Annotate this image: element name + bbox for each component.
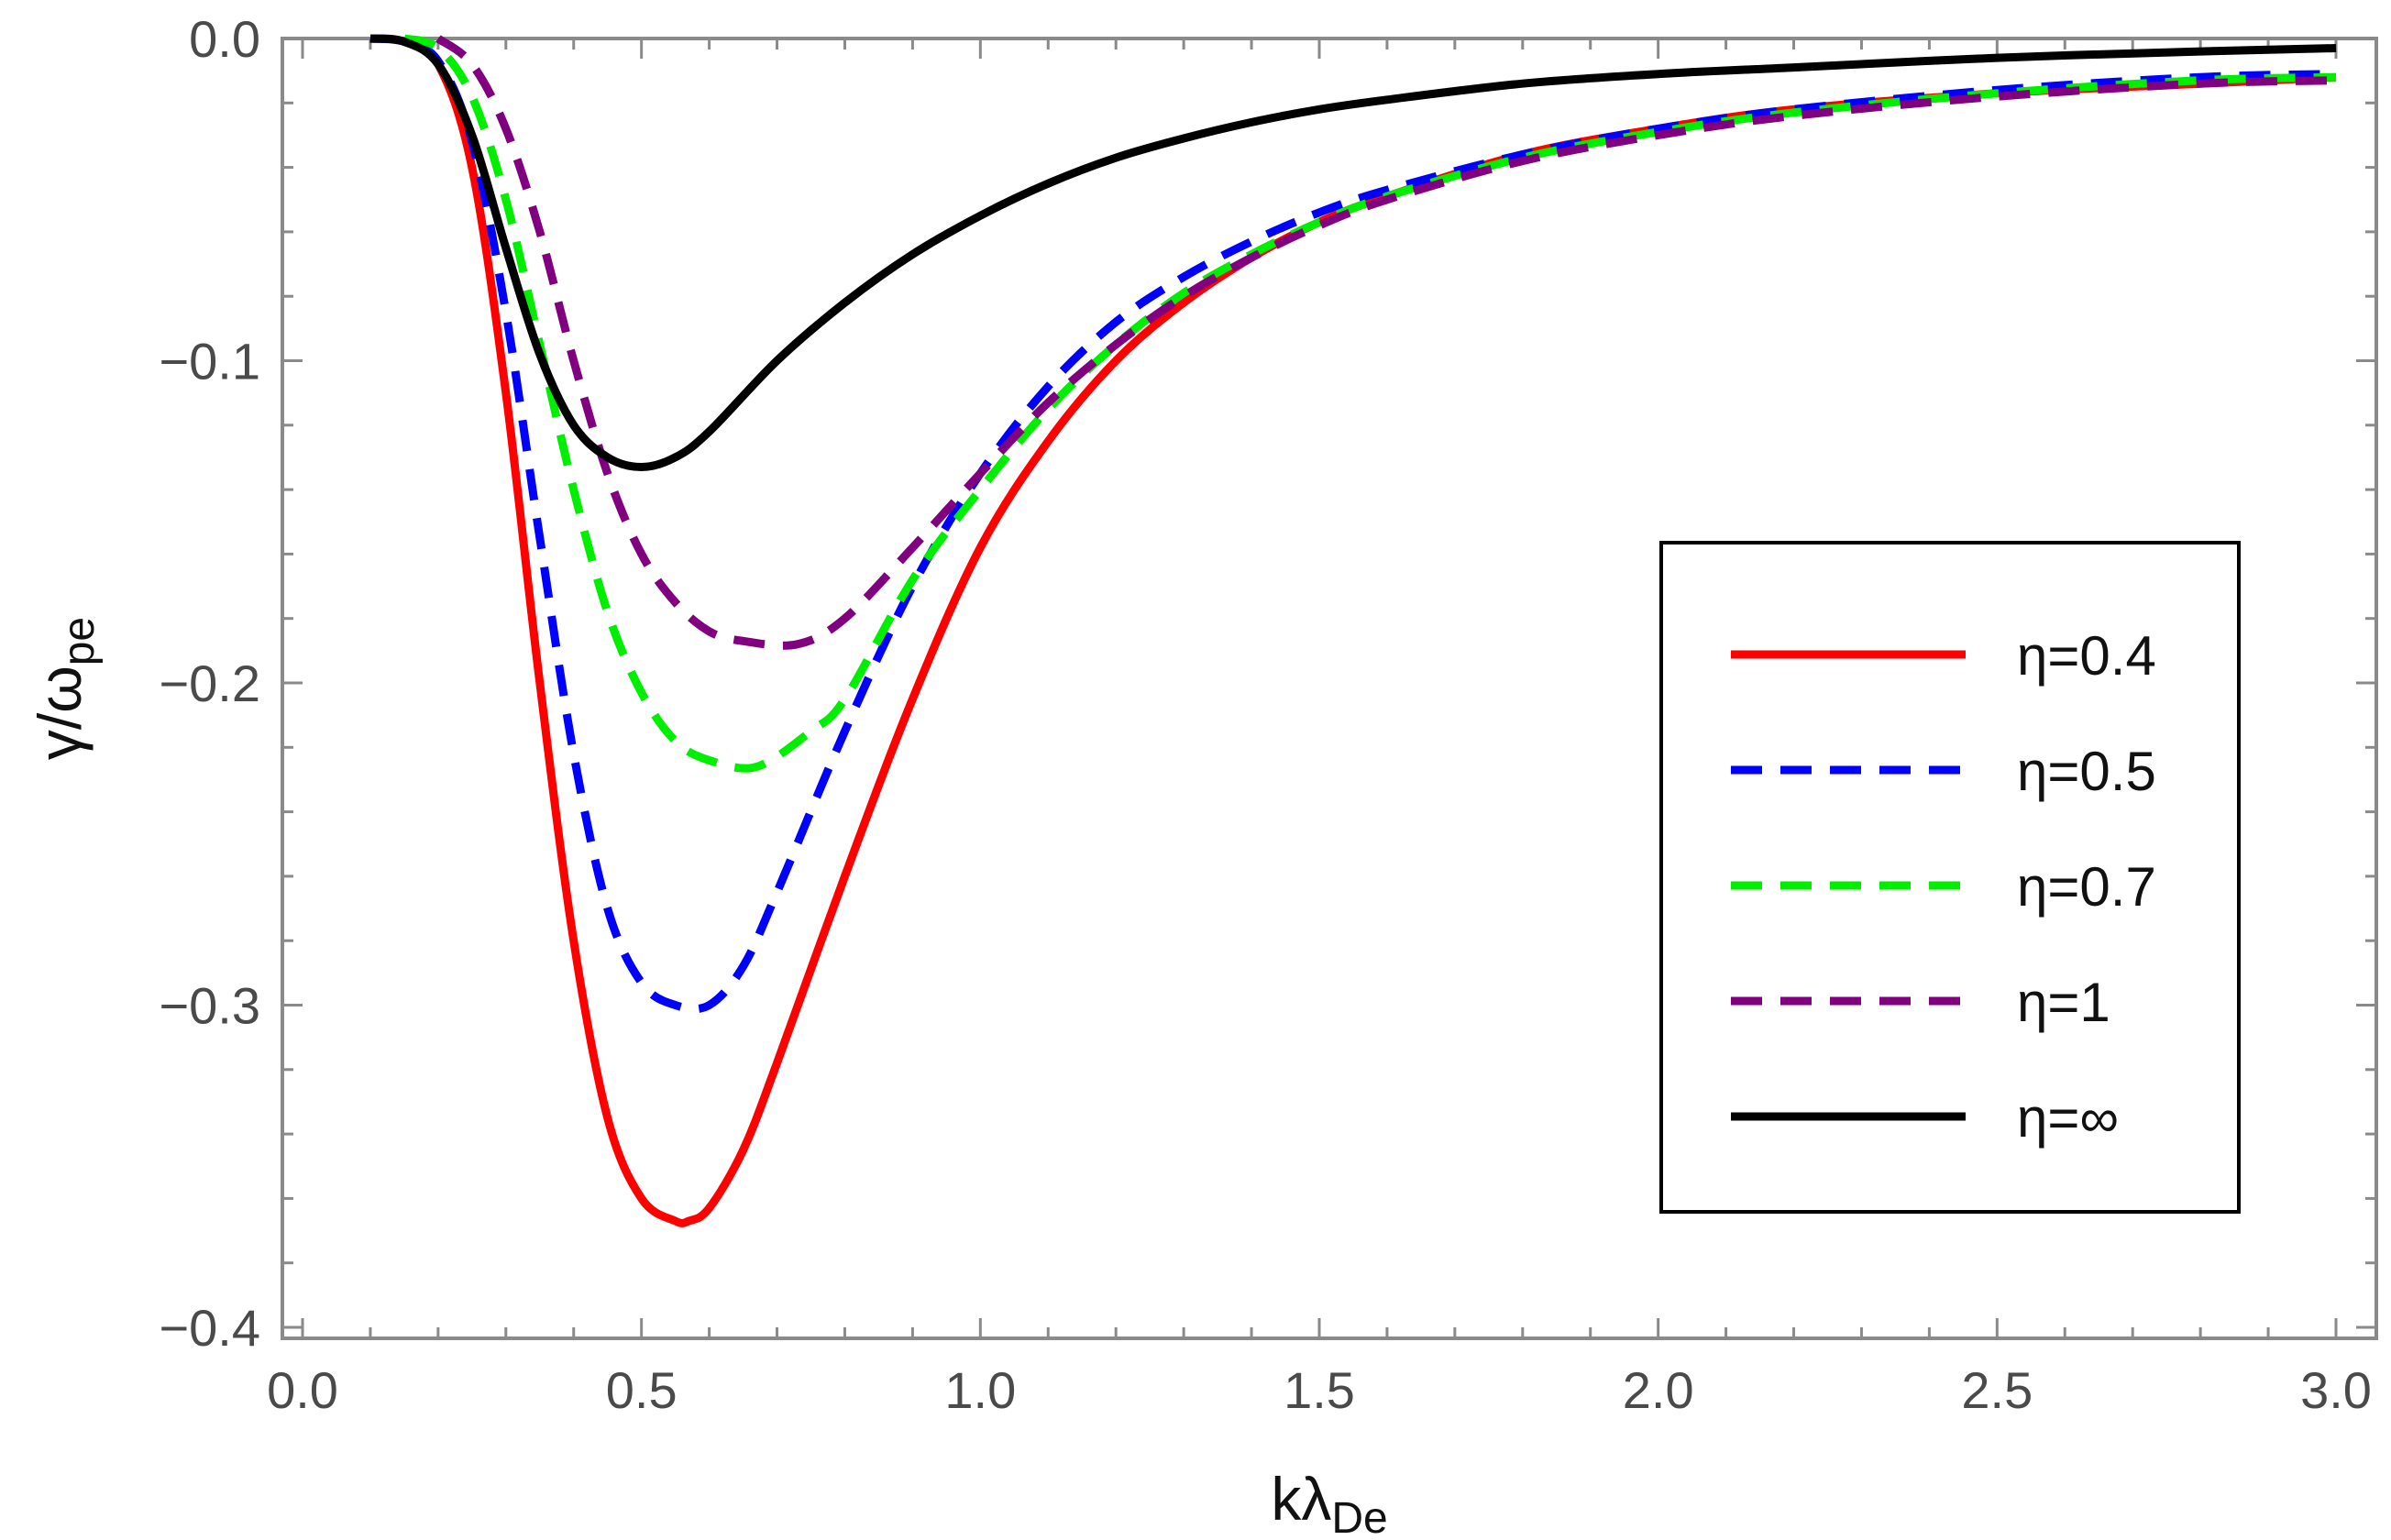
legend-label: η=0.7 [2017,856,2156,918]
series-line-4 [435,35,2337,650]
axis-ticks: 0.0 0.5 1.0 1.5 2.0 2.5 3.0 0.0 −0.1 −0.2 −0.3 −0.4 [159,10,2376,1419]
legend-label: η=0.5 [2017,741,2156,802]
y-axis-title: γ/ωpe [26,617,104,760]
x-tick-label: 2.5 [1961,1361,2033,1419]
y-tick-label: −0.2 [159,654,260,712]
x-axis-title-main: kλ [1271,1465,1331,1533]
series-line-5 [369,34,2337,471]
y-tick-label: −0.4 [159,1299,260,1357]
x-axis-title: kλDe [1271,1465,1387,1540]
legend-label: η=∞ [2017,1087,2119,1149]
x-axis-title-sub: De [1331,1494,1387,1540]
series-group [369,34,2337,1227]
y-tick-label: −0.3 [159,977,260,1035]
x-tick-label: 1.5 [1284,1361,1355,1419]
legend-items: η=0.4 η=0.5 η=0.7 η=1 η=∞ [1731,625,2156,1149]
y-tick-label: 0.0 [189,10,260,68]
x-tick-label: 0.0 [267,1361,338,1419]
legend: η=0.4 η=0.5 η=0.7 η=1 η=∞ [1659,541,2241,1214]
y-tick-label: −0.1 [159,333,260,390]
x-tick-label: 3.0 [2300,1361,2372,1419]
x-tick-label: 1.0 [944,1361,1016,1419]
x-tick-label: 0.5 [606,1361,678,1419]
legend-label: η=1 [2017,972,2110,1033]
x-tick-label: 2.0 [1623,1361,1694,1419]
legend-label: η=0.4 [2017,625,2156,687]
y-axis-title-sub: pe [55,617,104,666]
y-axis-title-main: γ/ω [26,666,94,760]
plot-frame [281,37,2378,1340]
